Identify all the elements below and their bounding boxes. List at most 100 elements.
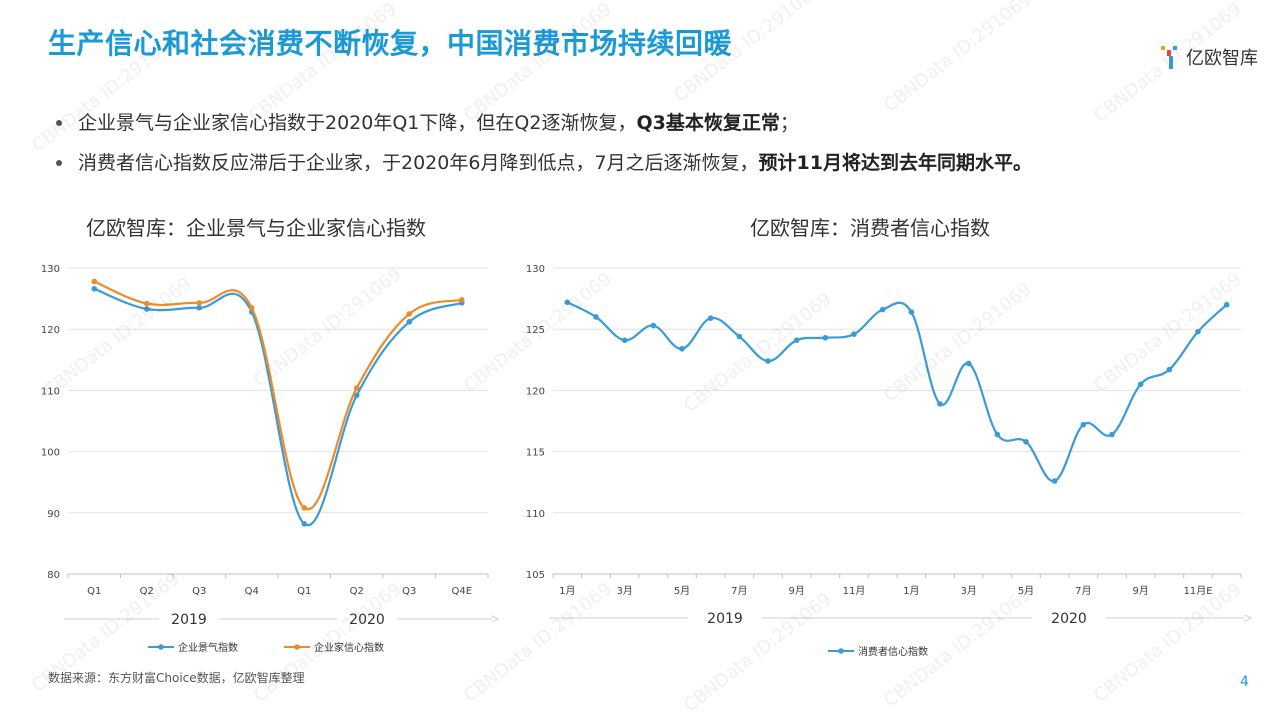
group-label: 2020	[1051, 611, 1087, 627]
group-label: 2019	[171, 612, 207, 628]
x-tick-label: 7月	[1075, 585, 1091, 597]
data-point	[621, 337, 628, 344]
data-point	[406, 319, 413, 325]
x-tick-label: 7月	[731, 585, 747, 597]
y-tick-label: 120	[41, 325, 60, 336]
data-point	[879, 306, 886, 313]
data-point	[196, 304, 203, 311]
x-tick-label: 3月	[616, 585, 632, 597]
page-number: 4	[1240, 674, 1249, 690]
y-tick-label: 130	[41, 264, 60, 275]
bullet-bold-text: 预计11月将达到去年同期水平。	[758, 152, 1032, 174]
bullet-text: 企业景气与企业家信心指数于2020年Q1下降，但在Q2逐渐恢复，	[78, 112, 637, 134]
data-point	[353, 385, 360, 391]
group-label-box	[688, 606, 762, 630]
data-point	[1137, 381, 1144, 388]
data-point	[765, 358, 771, 364]
x-tick-label: Q3	[192, 586, 206, 597]
data-point	[1166, 366, 1173, 373]
legend-marker	[294, 644, 300, 650]
bullet-bold-text: Q3基本恢复正常	[636, 112, 780, 134]
data-point	[650, 322, 657, 329]
y-tick-label: 110	[41, 386, 60, 397]
group-label-box	[159, 607, 219, 631]
data-point	[679, 345, 685, 352]
data-point	[143, 300, 150, 307]
group-axis-arrow-icon	[1244, 614, 1253, 622]
bullet-text: 消费者信心指数反应滞后于企业家，于2020年6月降到低点，7月之后逐渐恢复，	[78, 152, 759, 174]
y-tick-label: 110	[526, 509, 545, 520]
y-tick-label: 80	[47, 570, 60, 581]
x-tick-label: 3月	[960, 585, 976, 597]
bullet-item-1: 企业景气与企业家信心指数于2020年Q1下降，但在Q2逐渐恢复， Q3基本恢复正常…	[56, 103, 1032, 143]
logo: 亿欧智库	[1160, 42, 1258, 72]
data-point	[91, 278, 98, 285]
y-tick-label: 130	[526, 264, 545, 275]
data-point	[1223, 301, 1230, 308]
x-tick-label: 11月E	[1183, 585, 1212, 597]
x-tick-label: Q2	[350, 586, 364, 597]
x-tick-label: Q1	[297, 586, 311, 597]
legend-label: 企业家信心指数	[314, 641, 384, 654]
data-point	[406, 311, 413, 317]
data-point	[1080, 421, 1087, 428]
data-point	[908, 309, 915, 315]
series-line-1	[93, 287, 463, 527]
y-tick-label: 100	[41, 448, 60, 459]
x-tick-label: 11月	[843, 585, 866, 597]
data-point	[851, 331, 857, 337]
bullet-tail: ；	[779, 112, 799, 134]
group-label: 2019	[707, 611, 743, 627]
data-point	[353, 392, 360, 399]
data-point	[564, 299, 571, 306]
y-tick-label: 105	[526, 570, 545, 581]
group-label: 2020	[349, 612, 385, 628]
chart-1-title: 亿欧智库：企业景气与企业家信心指数	[86, 216, 426, 240]
data-point	[707, 315, 714, 321]
x-tick-label: 9月	[1132, 585, 1148, 597]
group-label-box	[1032, 606, 1106, 630]
x-tick-label: Q4	[245, 586, 259, 597]
data-point	[736, 333, 743, 340]
data-point	[965, 360, 972, 367]
legend-marker	[158, 644, 164, 650]
chart-2-title: 亿欧智库：消费者信心指数	[750, 216, 990, 240]
y-tick-label: 90	[47, 509, 60, 520]
bullet-dot-icon	[56, 120, 62, 126]
data-point	[937, 401, 943, 407]
x-tick-label: 1月	[903, 585, 919, 597]
data-source: 数据来源：东方财富Choice数据，亿欧智库整理	[48, 671, 305, 685]
x-tick-label: 1月	[559, 585, 575, 597]
data-point	[822, 334, 829, 341]
y-tick-label: 125	[526, 325, 545, 336]
legend-label: 企业景气指数	[178, 641, 238, 654]
series-line-2	[93, 280, 463, 511]
data-point	[793, 337, 800, 344]
page-title: 生产信心和社会消费不断恢复，中国消费市场持续回暖	[48, 27, 733, 60]
bullet-dot-icon	[56, 160, 62, 166]
x-tick-label: 5月	[674, 585, 690, 597]
x-tick-label: Q4E	[451, 586, 472, 597]
y-tick-label: 115	[526, 448, 545, 459]
bullet-list: 企业景气与企业家信心指数于2020年Q1下降，但在Q2逐渐恢复， Q3基本恢复正常…	[56, 103, 1032, 183]
bullet-item-2: 消费者信心指数反应滞后于企业家，于2020年6月降到低点，7月之后逐渐恢复， 预计…	[56, 143, 1032, 183]
data-point	[301, 505, 308, 511]
data-point	[301, 521, 308, 527]
x-tick-label: 5月	[1018, 585, 1034, 597]
data-point	[248, 304, 255, 311]
data-point	[458, 297, 465, 303]
group-label-box	[337, 607, 397, 631]
legend-marker	[838, 648, 844, 654]
data-point	[196, 300, 203, 306]
logo-text: 亿欧智库	[1186, 48, 1258, 69]
data-point	[1051, 478, 1058, 484]
y-tick-label: 120	[526, 386, 545, 397]
x-tick-label: 9月	[788, 585, 804, 597]
data-point	[1023, 439, 1029, 445]
data-point	[994, 431, 1001, 438]
x-tick-label: Q3	[402, 586, 416, 597]
chart-1: 80 90 100 110 120 130 Q1 Q2 Q3 Q4 Q1 Q2 Q3 Q4E 2019 202…	[41, 264, 500, 654]
data-point	[1109, 431, 1115, 438]
data-point	[593, 314, 599, 320]
